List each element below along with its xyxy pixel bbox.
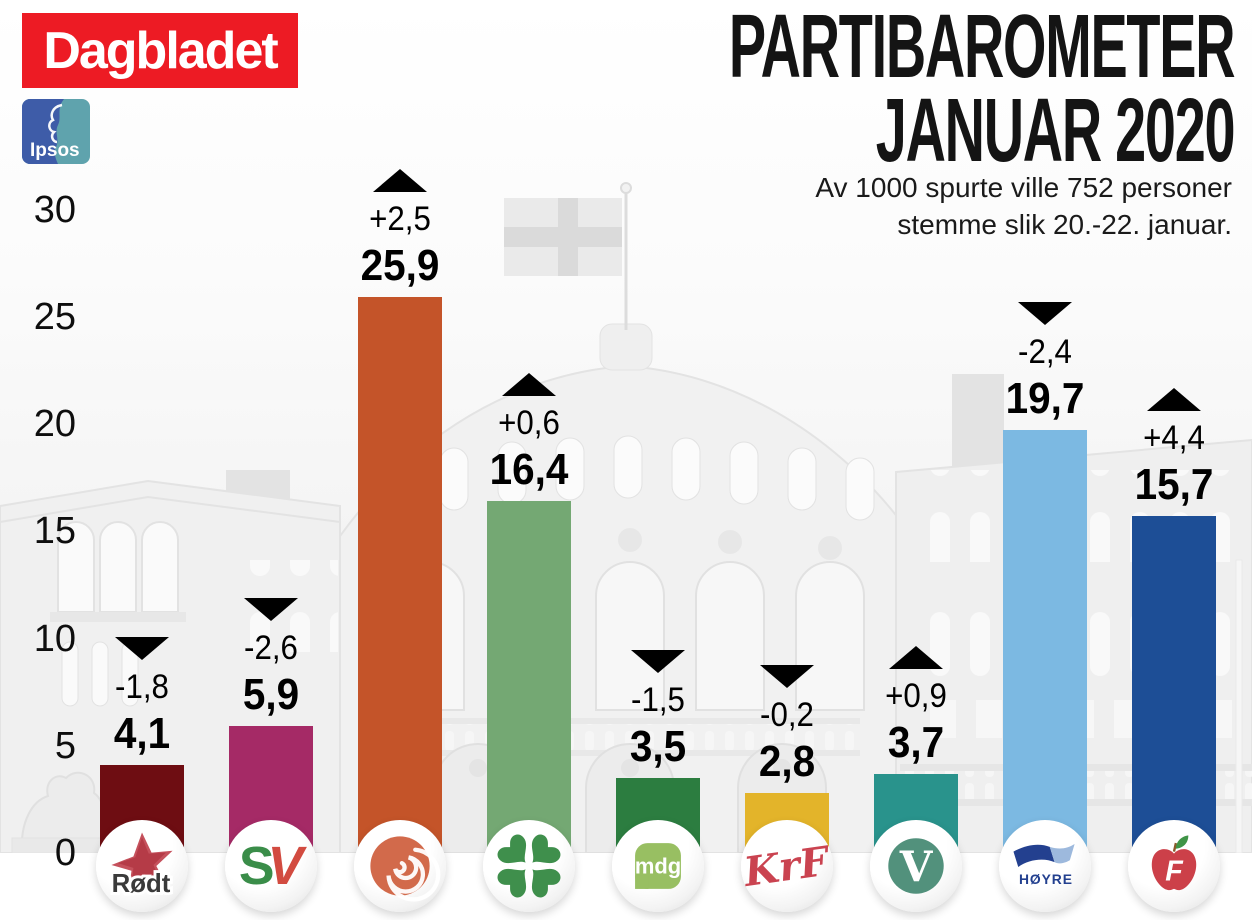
party-logo-frp: F <box>1128 820 1220 912</box>
change-arrow-down-krf <box>760 664 814 688</box>
bar-value-rodt: 4,1 <box>113 709 171 759</box>
svg-text:V: V <box>267 837 307 896</box>
change-arrow-down-mdg <box>631 649 685 673</box>
y-axis-tick-5: 5 <box>54 724 76 767</box>
bar-change-sv: -2,6 <box>244 629 298 668</box>
party-logo-hoyre: HØYRE <box>999 820 1091 912</box>
y-axis-tick-20: 20 <box>33 403 76 445</box>
frp-apple-icon: F <box>1151 835 1197 891</box>
party-logo-venstre: V <box>870 820 962 912</box>
svg-text:V: V <box>899 842 934 891</box>
svg-text:Rødt: Rødt <box>112 870 171 898</box>
change-arrow-down-hoyre <box>1018 302 1072 326</box>
page-title-line2: JANUAR 2020 <box>875 80 1235 181</box>
subtitle: Av 1000 spurte ville 752 personer stemme… <box>815 170 1232 244</box>
ipsos-profile-silhouette-icon <box>48 103 63 144</box>
bar-change-venstre: +0,9 <box>885 676 947 715</box>
title-block: PARTIBAROMETER JANUAR 2020 <box>419 0 1236 181</box>
ipsos-logo-graphic: Ipsos <box>22 99 90 164</box>
bar-change-mdg: -1,5 <box>631 680 685 719</box>
bar-sp <box>487 501 571 853</box>
bar-value-mdg: 3,5 <box>629 721 687 771</box>
change-arrow-up-frp <box>1147 388 1201 412</box>
ipsos-logo: Ipsos <box>22 99 90 164</box>
norwegian-flag-illustration <box>504 198 622 276</box>
bar-value-ap: 25,9 <box>360 241 440 291</box>
bar-change-ap: +2,5 <box>369 200 431 239</box>
bar-value-sp: 16,4 <box>489 445 569 495</box>
party-logo-rodt: Rødt <box>96 820 188 912</box>
dagbladet-logo-text: Dagbladet <box>43 21 278 80</box>
party-logo-krf: KrF <box>741 820 833 912</box>
svg-text:KrF: KrF <box>744 837 830 896</box>
y-axis-tick-30: 30 <box>33 188 76 231</box>
rodt-star-icon: Rødt <box>109 832 174 901</box>
bar-value-krf: 2,8 <box>758 736 816 786</box>
hoyre-flag-icon: HØYRE <box>1013 844 1075 887</box>
bar-value-venstre: 3,7 <box>887 717 945 767</box>
party-logo-ap <box>354 820 446 912</box>
change-arrow-down-rodt <box>115 637 169 661</box>
svg-text:HØYRE: HØYRE <box>1019 871 1073 887</box>
svg-text:mdg: mdg <box>635 854 681 879</box>
party-logo-sv: S V <box>225 820 317 912</box>
bar-change-sp: +0,6 <box>498 404 560 443</box>
venstre-v-icon: V <box>888 838 944 894</box>
page-title-line1: PARTIBAROMETER <box>728 0 1236 97</box>
y-axis-tick-15: 15 <box>33 510 76 553</box>
bar-value-sv: 5,9 <box>242 670 300 720</box>
subtitle-line1: Av 1000 spurte ville 752 personer <box>815 172 1232 203</box>
bar-hoyre <box>1003 430 1087 853</box>
party-logo-mdg: mdg <box>612 820 704 912</box>
dagbladet-logo: Dagbladet <box>22 13 298 88</box>
change-arrow-down-sv <box>244 598 298 622</box>
bar-change-krf: -0,2 <box>760 695 814 734</box>
bar-change-rodt: -1,8 <box>115 668 169 707</box>
bar-value-frp: 15,7 <box>1134 460 1214 510</box>
svg-text:S: S <box>239 837 275 896</box>
svg-text:F: F <box>1165 855 1184 887</box>
change-arrow-up-sp <box>502 373 556 397</box>
bar-change-frp: +4,4 <box>1143 419 1205 458</box>
subtitle-line2: stemme slik 20.-22. januar. <box>897 208 1232 240</box>
mdg-badge-icon: mdg <box>635 843 681 889</box>
bar-value-hoyre: 19,7 <box>1005 374 1085 424</box>
ipsos-logo-text: Ipsos <box>30 140 80 161</box>
y-axis-tick-0: 0 <box>54 832 76 874</box>
krf-script-icon: KrF <box>744 837 830 896</box>
sv-monogram-icon: S V <box>239 837 308 896</box>
change-arrow-up-ap <box>373 169 427 193</box>
bar-frp <box>1132 516 1216 853</box>
y-axis-tick-10: 10 <box>33 617 76 660</box>
ap-rose-icon <box>370 836 441 902</box>
sp-clover-icon <box>497 834 561 898</box>
bar-change-hoyre: -2,4 <box>1018 333 1072 372</box>
y-axis-tick-25: 25 <box>33 295 76 338</box>
change-arrow-up-venstre <box>889 645 943 669</box>
bar-ap <box>358 297 442 853</box>
party-logo-sp <box>483 820 575 912</box>
